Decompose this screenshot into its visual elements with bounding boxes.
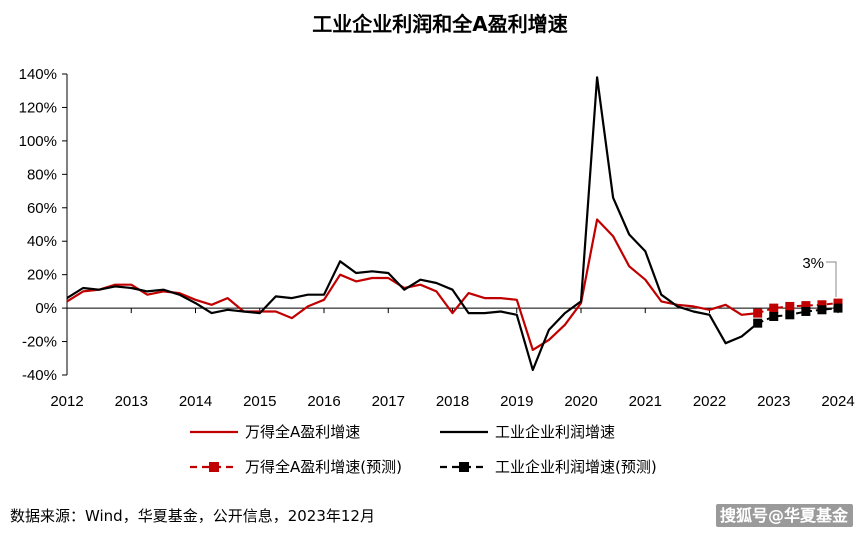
x-tick-label: 2024: [821, 393, 854, 410]
legend-marker-2: [209, 462, 219, 472]
legend-marker-3: [459, 462, 469, 472]
series-point-2: [785, 301, 795, 311]
watermark-backdrop: [715, 504, 853, 527]
x-tick-label: 2022: [693, 393, 726, 410]
x-tick-label: 2017: [372, 393, 405, 410]
legend-label-2: 万得全A盈利增速(预测): [245, 458, 402, 476]
chart-title: 工业企业利润和全A盈利增速: [312, 12, 567, 36]
series-point-3: [769, 311, 779, 321]
y-tick-label: 80%: [27, 166, 57, 183]
series-point-2: [769, 303, 779, 313]
series-point-2: [833, 298, 843, 308]
series-line-1: [66, 76, 759, 372]
x-tick-label: 2019: [500, 393, 533, 410]
y-tick-label: 60%: [27, 200, 57, 217]
x-tick-label: 2014: [179, 393, 212, 410]
series-point-3: [817, 305, 827, 315]
y-tick-label: 40%: [27, 233, 57, 250]
y-tick-label: -40%: [22, 367, 57, 384]
x-tick-label: 2016: [307, 393, 340, 410]
series-point-3: [753, 318, 763, 328]
y-tick-label: 0%: [35, 300, 57, 317]
series-point-2: [753, 308, 763, 318]
x-tick-label: 2018: [436, 393, 469, 410]
series-point-3: [785, 310, 795, 320]
series-point-2: [801, 301, 811, 311]
series-line-0: [66, 218, 758, 351]
legend-label-0: 万得全A盈利增速: [245, 423, 360, 441]
chart-annotations: 3%: [802, 255, 837, 298]
y-tick-label: 120%: [19, 99, 57, 116]
legend-label-1: 工业企业利润增速: [495, 423, 615, 441]
y-tick-label: -20%: [22, 334, 57, 351]
y-tick-label: 100%: [19, 133, 57, 150]
x-tick-label: 2021: [629, 393, 662, 410]
x-tick-label: 2012: [50, 393, 83, 410]
x-tick-label: 2013: [115, 393, 148, 410]
x-tick-label: 2020: [564, 393, 597, 410]
chart-series: [66, 76, 843, 372]
series-point-3: [801, 306, 811, 316]
chart-axes: -40% -20% 0% 20% 40% 60% 80% 100% 120% 140% 2012 20…: [19, 66, 855, 410]
source-note: 数据来源：Wind，华夏基金，公开信息，2023年12月: [10, 507, 375, 525]
x-tick-label: 2023: [757, 393, 790, 410]
annotation-label: 3%: [802, 255, 824, 272]
series-point-2: [817, 300, 827, 310]
series-point-3: [833, 303, 843, 313]
y-tick-label: 20%: [27, 267, 57, 284]
annotation-leader: [826, 261, 837, 298]
y-tick-label: 140%: [19, 66, 57, 83]
watermark: 搜狐号@华夏基金: [720, 506, 849, 525]
x-tick-label: 2015: [243, 393, 276, 410]
legend-label-3: 工业企业利润增速(预测): [495, 458, 657, 476]
